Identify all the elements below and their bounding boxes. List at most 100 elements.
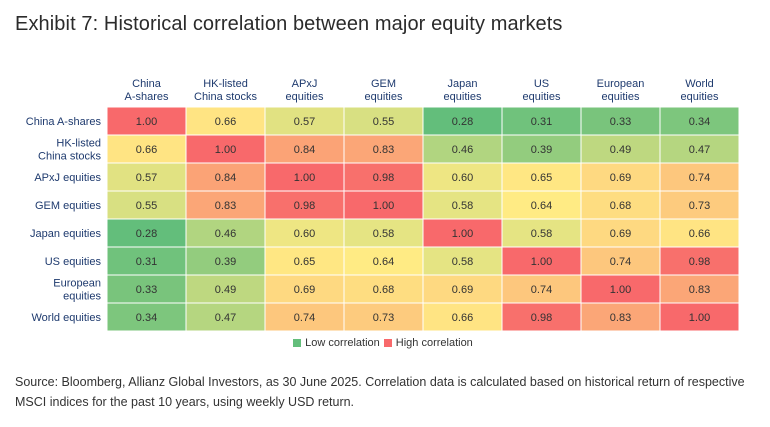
heatmap-cell-0-5 xyxy=(501,106,582,136)
cell-value-3-7: 0.73 xyxy=(689,200,710,212)
cell-value-5-5: 1.00 xyxy=(531,256,552,268)
cell-value-0-0: 1.00 xyxy=(136,116,157,128)
cell-value-4-4: 1.00 xyxy=(452,228,473,240)
cell-value-6-3: 0.68 xyxy=(373,284,394,296)
cell-value-6-1: 0.49 xyxy=(215,284,236,296)
cell-value-3-5: 0.64 xyxy=(531,200,552,212)
heatmap-cell-7-5 xyxy=(501,302,582,332)
heatmap-cell-7-2 xyxy=(264,302,345,332)
cell-value-3-4: 0.58 xyxy=(452,200,473,212)
cell-value-0-5: 0.31 xyxy=(531,116,552,128)
cell-value-1-4: 0.46 xyxy=(452,144,473,156)
column-header-4: Japan equities xyxy=(444,78,482,103)
heatmap-cell-2-2 xyxy=(264,162,345,192)
heatmap-cell-6-6 xyxy=(580,274,661,304)
cell-value-4-6: 0.69 xyxy=(610,228,631,240)
cell-value-0-3: 0.55 xyxy=(373,116,394,128)
cell-value-0-7: 0.34 xyxy=(689,116,710,128)
heatmap-cell-3-6 xyxy=(580,190,661,220)
source-note: Source: Bloomberg, Allianz Global Invest… xyxy=(15,375,745,409)
cell-value-2-4: 0.60 xyxy=(452,172,473,184)
heatmap-cell-4-4 xyxy=(422,218,503,248)
cell-value-0-4: 0.28 xyxy=(452,116,473,128)
column-header-7: World equities xyxy=(681,78,719,103)
heatmap-cell-5-2 xyxy=(264,246,345,276)
heatmap-cell-4-1 xyxy=(185,218,266,248)
legend-item-low: Low correlation xyxy=(293,337,380,349)
legend-label-high: High correlation xyxy=(395,337,473,349)
row-header-3: GEM equities xyxy=(35,200,102,212)
cell-value-3-6: 0.68 xyxy=(610,200,631,212)
cell-value-1-1: 1.00 xyxy=(215,144,236,156)
heatmap-cell-6-5 xyxy=(501,274,582,304)
cell-value-1-2: 0.84 xyxy=(294,144,315,156)
cell-value-3-2: 0.98 xyxy=(294,200,315,212)
cell-value-1-0: 0.66 xyxy=(136,144,157,156)
heatmap-cell-5-1 xyxy=(185,246,266,276)
cell-value-3-0: 0.55 xyxy=(136,200,157,212)
cell-value-2-7: 0.74 xyxy=(689,172,710,184)
row-header-1: HK-listed China stocks xyxy=(38,138,101,163)
heatmap-cell-5-0 xyxy=(106,246,187,276)
legend-swatch-low xyxy=(293,339,302,347)
column-header-1: HK-listed China stocks xyxy=(194,78,257,103)
cell-value-2-2: 1.00 xyxy=(294,172,315,184)
cell-value-1-7: 0.47 xyxy=(689,144,710,156)
heatmap-cell-4-0 xyxy=(106,218,187,248)
cell-value-4-1: 0.46 xyxy=(215,228,236,240)
cell-value-5-0: 0.31 xyxy=(136,256,157,268)
row-header-0: China A-shares xyxy=(26,116,102,128)
heatmap-cell-6-3 xyxy=(343,274,424,304)
heatmap-cell-3-2 xyxy=(264,190,345,220)
cell-value-0-2: 0.57 xyxy=(294,116,315,128)
heatmap-cell-0-6 xyxy=(580,106,661,136)
cell-value-7-6: 0.83 xyxy=(610,312,631,324)
column-header-3: GEM equities xyxy=(365,78,403,103)
heatmap-cell-7-6 xyxy=(580,302,661,332)
cell-value-2-0: 0.57 xyxy=(136,172,157,184)
cell-value-1-6: 0.49 xyxy=(610,144,631,156)
correlation-heatmap: China A-shares HK-listed China stocks APxJ eq… xyxy=(26,78,740,332)
heatmap-cell-5-3 xyxy=(343,246,424,276)
heatmap-cell-4-6 xyxy=(580,218,661,248)
cell-value-0-6: 0.33 xyxy=(610,116,631,128)
cell-value-7-2: 0.74 xyxy=(294,312,315,324)
row-header-6: European equities xyxy=(53,278,101,303)
cell-value-3-1: 0.83 xyxy=(215,200,236,212)
cell-value-5-6: 0.74 xyxy=(610,256,631,268)
legend-swatch-high xyxy=(383,339,392,347)
cell-value-7-1: 0.47 xyxy=(215,312,236,324)
heatmap-cell-0-7 xyxy=(659,106,740,136)
cell-value-5-1: 0.39 xyxy=(215,256,236,268)
heatmap-cell-1-2 xyxy=(264,134,345,164)
heatmap-cell-3-4 xyxy=(422,190,503,220)
heatmap-cell-3-0 xyxy=(106,190,187,220)
row-header-5: US equities xyxy=(45,256,102,268)
heatmap-cell-4-7 xyxy=(659,218,740,248)
cell-value-5-3: 0.64 xyxy=(373,256,394,268)
chart-title: Exhibit 7: Historical correlation betwee… xyxy=(15,13,563,35)
cell-value-2-3: 0.98 xyxy=(373,172,394,184)
cell-value-0-1: 0.66 xyxy=(215,116,236,128)
cell-value-5-7: 0.98 xyxy=(689,256,710,268)
cell-value-4-7: 0.66 xyxy=(689,228,710,240)
heatmap-cell-2-1 xyxy=(185,162,266,192)
cell-value-2-1: 0.84 xyxy=(215,172,236,184)
heatmap-cell-1-6 xyxy=(580,134,661,164)
column-header-2: APxJ equities xyxy=(286,78,324,103)
row-header-2: APxJ equities xyxy=(34,172,101,184)
heatmap-cell-6-1 xyxy=(185,274,266,304)
cell-value-6-5: 0.74 xyxy=(531,284,552,296)
heatmap-cell-6-4 xyxy=(422,274,503,304)
heatmap-cell-3-7 xyxy=(659,190,740,220)
heatmap-cell-4-5 xyxy=(501,218,582,248)
cell-value-7-4: 0.66 xyxy=(452,312,473,324)
cell-value-6-6: 1.00 xyxy=(610,284,631,296)
cell-value-7-0: 0.34 xyxy=(136,312,157,324)
column-header-0: China A-shares xyxy=(124,78,169,103)
heatmap-cell-1-7 xyxy=(659,134,740,164)
cell-value-6-2: 0.69 xyxy=(294,284,315,296)
cell-value-4-0: 0.28 xyxy=(136,228,157,240)
heatmap-cell-7-1 xyxy=(185,302,266,332)
heatmap-cell-7-7 xyxy=(659,302,740,332)
